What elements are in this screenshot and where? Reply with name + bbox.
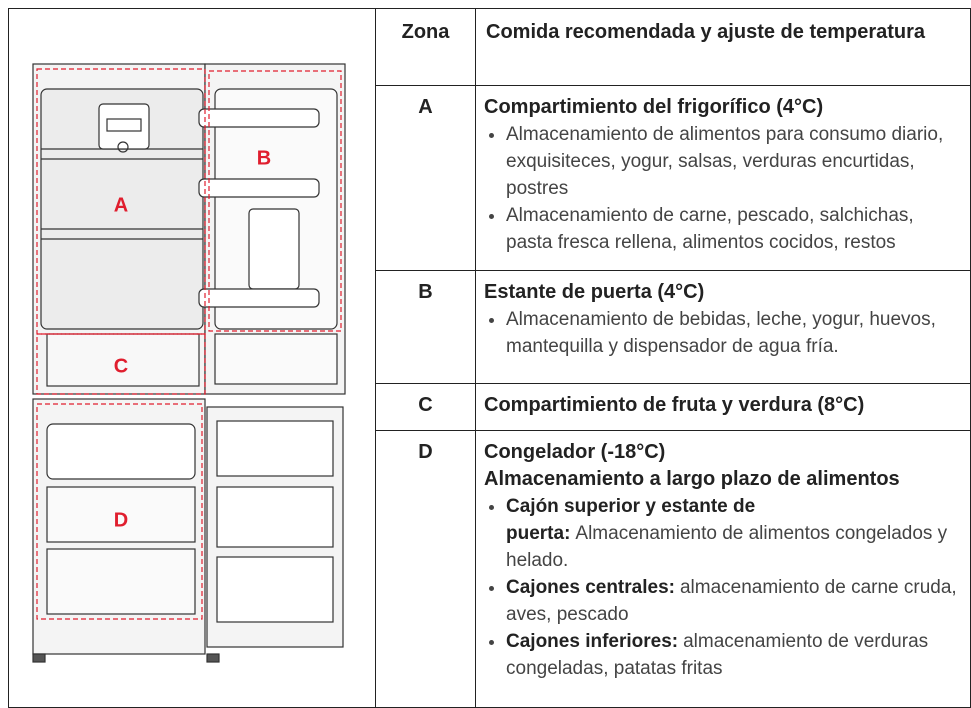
item-list: Almacenamiento de alimentos para consumo… <box>484 121 962 256</box>
list-item: Cajones centrales:almacenamiento de carn… <box>506 574 962 628</box>
description-cell: Estante de puerta (4°C) Almacenamiento de… <box>475 270 971 384</box>
table-row: B Estante de puerta (4°C) Almacenamiento d… <box>9 270 971 384</box>
zone-cell: C <box>375 383 476 431</box>
header-cell: Comida recomendada y ajuste de temperatu… <box>475 8 971 86</box>
item-text: almacenamiento de carne cruda, aves, pes… <box>506 577 957 625</box>
list-item: Cajones inferiores:almacenamiento de ver… <box>506 628 962 682</box>
zone-table: A B C D Zona Comida recomendada y ajuste… <box>8 8 971 708</box>
row-subtitle: Almacenamiento a largo plazo de alimento… <box>484 468 900 490</box>
item-text: Almacenamiento de alimentos congelados y… <box>506 523 948 571</box>
document: A B C D Zona Comida recomendada y ajuste… <box>8 8 971 708</box>
header-cell: Zona <box>375 8 476 86</box>
row-title: Estante de puerta (4°C) <box>484 281 705 303</box>
zone-label: C <box>114 355 128 377</box>
zone-cell: A <box>375 85 476 271</box>
item-text: Almacenamiento de bebidas, leche, yogur,… <box>506 309 936 357</box>
item-text: Almacenamiento de alimentos para consumo… <box>506 124 944 199</box>
description-cell: Compartimiento de fruta y verdura (8°C) <box>475 383 971 431</box>
item-lead: Cajones inferiores: <box>506 631 679 652</box>
fridge-diagram: A B C D <box>32 63 346 663</box>
item-text: Almacenamiento de carne, pescado, salchi… <box>506 205 914 253</box>
zone-label: D <box>114 509 128 531</box>
zone-cell: B <box>375 270 476 384</box>
item-list: Almacenamiento de bebidas, leche, yogur,… <box>484 306 962 360</box>
list-item: Almacenamiento de bebidas, leche, yogur,… <box>506 306 962 360</box>
zone-label: A <box>114 194 128 216</box>
item-text: almacenamiento de verduras congeladas, p… <box>506 631 929 679</box>
zone-cell: D <box>375 430 476 708</box>
description-cell: Congelador (-18°C) Almacenamiento a largo… <box>475 430 971 708</box>
item-lead: Cajón superior y estante de puerta: <box>506 496 756 544</box>
row-title: Compartimiento del frigorífico (4°C) <box>484 96 824 118</box>
description-cell: Compartimiento del frigorífico (4°C) Alma… <box>475 85 971 271</box>
row-title: Congelador (-18°C) <box>484 441 666 463</box>
item-lead: Cajones centrales: <box>506 577 675 598</box>
row-title: Compartimiento de fruta y verdura (8°C) <box>484 394 865 416</box>
zone-label: B <box>257 147 271 169</box>
list-item: Cajón superior y estante de puerta:Almac… <box>506 493 962 574</box>
fridge-cell: A B C D <box>8 8 376 708</box>
list-item: Almacenamiento de alimentos para consumo… <box>506 121 962 202</box>
list-item: Almacenamiento de carne, pescado, salchi… <box>506 202 962 256</box>
table-row: A Compartimiento del frigorífico (4°C) Alm… <box>9 85 971 271</box>
table-row: D Congelador (-18°C) Almacenamiento a larg… <box>9 430 971 708</box>
table-row: C Compartimiento de fruta y verdura (8°C) <box>9 383 971 431</box>
item-list: Cajón superior y estante de puerta:Almac… <box>484 493 962 682</box>
